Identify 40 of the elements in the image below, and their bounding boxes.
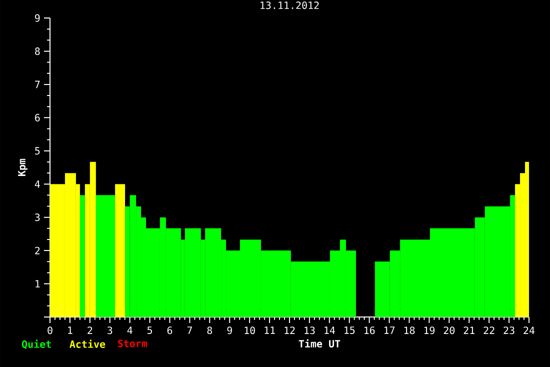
y-axis-title: Kpm [18, 158, 28, 176]
x-tick-label: 24 [524, 326, 535, 334]
x-tick-label: 15 [344, 326, 355, 334]
x-tick-label: 4 [127, 326, 132, 334]
x-tick-label: 18 [404, 326, 415, 334]
x-tick-label: 1 [68, 326, 72, 334]
x-tick-label: 8 [207, 326, 212, 334]
x-tick-label: 6 [167, 326, 172, 334]
x-tick-label: 3 [108, 326, 112, 334]
x-tick-label: 21 [464, 326, 474, 334]
x-tick-label: 5 [147, 326, 152, 334]
x-tick-label: 13 [304, 326, 315, 334]
x-tick-label: 7 [187, 326, 192, 334]
y-tick-label: 2 [35, 246, 40, 254]
x-tick-label: 20 [444, 326, 455, 334]
x-tick-label: 2 [88, 326, 92, 334]
y-tick-label: 7 [35, 80, 40, 88]
x-tick-label: 10 [244, 326, 255, 334]
x-tick-label: 12 [284, 326, 295, 334]
text: Active [70, 340, 106, 348]
y-tick-label: 9 [35, 14, 40, 22]
y-tick-label: 5 [35, 147, 40, 155]
chart-title: 13.11.2012 [260, 2, 319, 10]
x-axis-title: Time UT [298, 339, 340, 348]
x-tick-label: 14 [324, 326, 335, 334]
x-tick-label: 23 [504, 326, 514, 334]
x-tick-label: 9 [227, 326, 232, 334]
y-tick-label: 4 [34, 180, 40, 188]
x-tick-label: 11 [264, 326, 275, 334]
y-tick-label: 8 [35, 47, 40, 56]
x-tick-label: 22 [484, 326, 494, 334]
text: Quiet [22, 340, 51, 350]
x-tick-label: 17 [384, 326, 395, 334]
x-tick-label: 16 [364, 326, 375, 334]
y-tick-label: 3 [35, 214, 40, 222]
x-tick-label: 19 [424, 326, 435, 334]
y-tick-label: 6 [35, 114, 40, 122]
text: Storm [118, 340, 148, 348]
x-tick-label: 0 [48, 326, 52, 334]
y-tick-label: 1 [36, 280, 40, 288]
